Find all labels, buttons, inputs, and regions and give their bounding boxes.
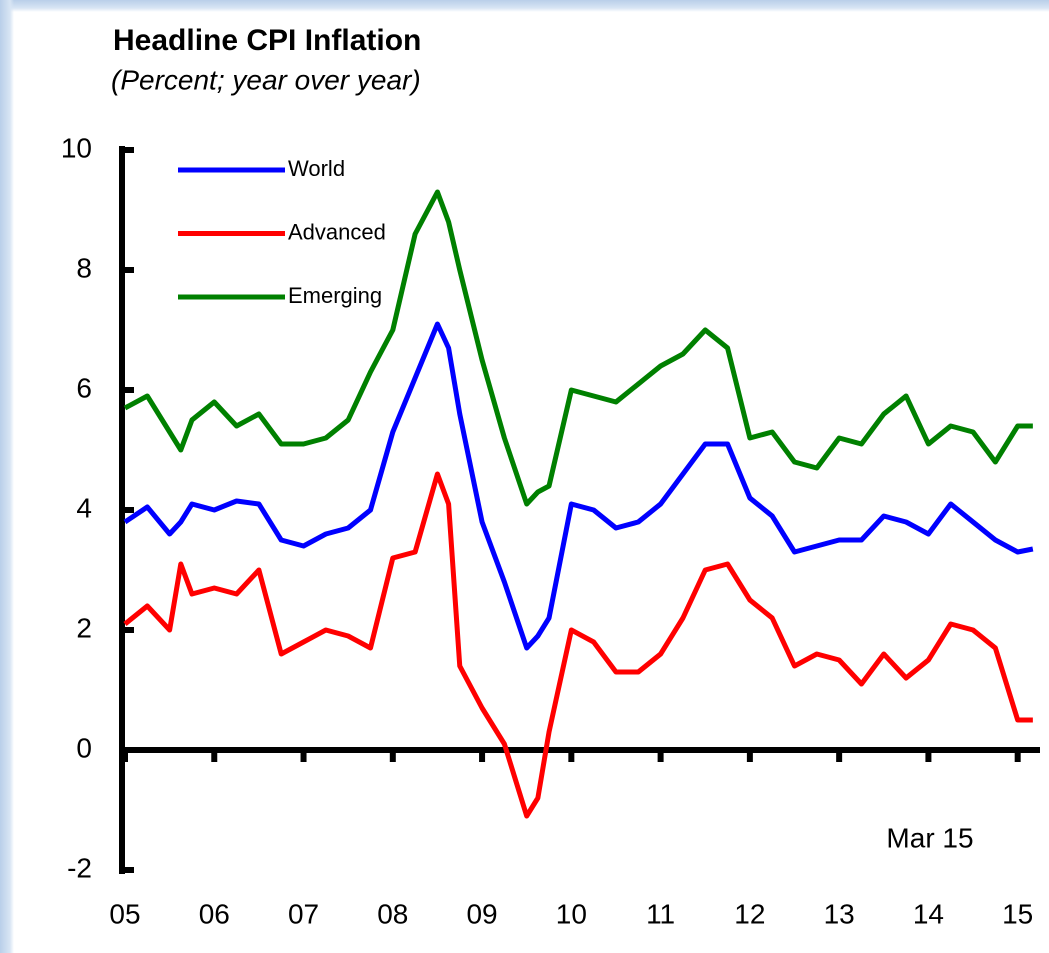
series-line [123,189,1033,507]
x-tick-label: 06 [199,898,230,929]
x-tick-label: 07 [288,898,319,929]
chart-title: Headline CPI Inflation [113,24,421,57]
y-tick-label: -2 [67,852,92,883]
annotation: Mar 15 [886,822,973,853]
legend-label: Advanced [288,219,386,244]
y-tick-label: 10 [61,132,92,163]
x-tick-label: 05 [109,898,140,929]
legend-label: Emerging [288,283,382,308]
y-tick-label: 4 [76,492,92,523]
y-tick-label: 6 [76,372,92,403]
x-tick-label: 14 [913,898,944,929]
x-tick-label: 15 [1002,898,1033,929]
series-line [123,321,1034,651]
x-tick-label: 10 [556,898,587,929]
y-tick-label: 8 [76,252,92,283]
y-tick-label: 2 [76,612,92,643]
legend-label: World [288,156,345,181]
series-line [123,471,1033,819]
x-tick-label: 11 [646,898,675,929]
y-tick-label: 0 [76,732,92,763]
chart-subtitle: (Percent; year over year) [111,64,421,95]
x-tick-label: 08 [377,898,408,929]
x-tick-label: 13 [824,898,855,929]
x-tick-label: 09 [466,898,497,929]
x-tick-label: 12 [734,898,765,929]
